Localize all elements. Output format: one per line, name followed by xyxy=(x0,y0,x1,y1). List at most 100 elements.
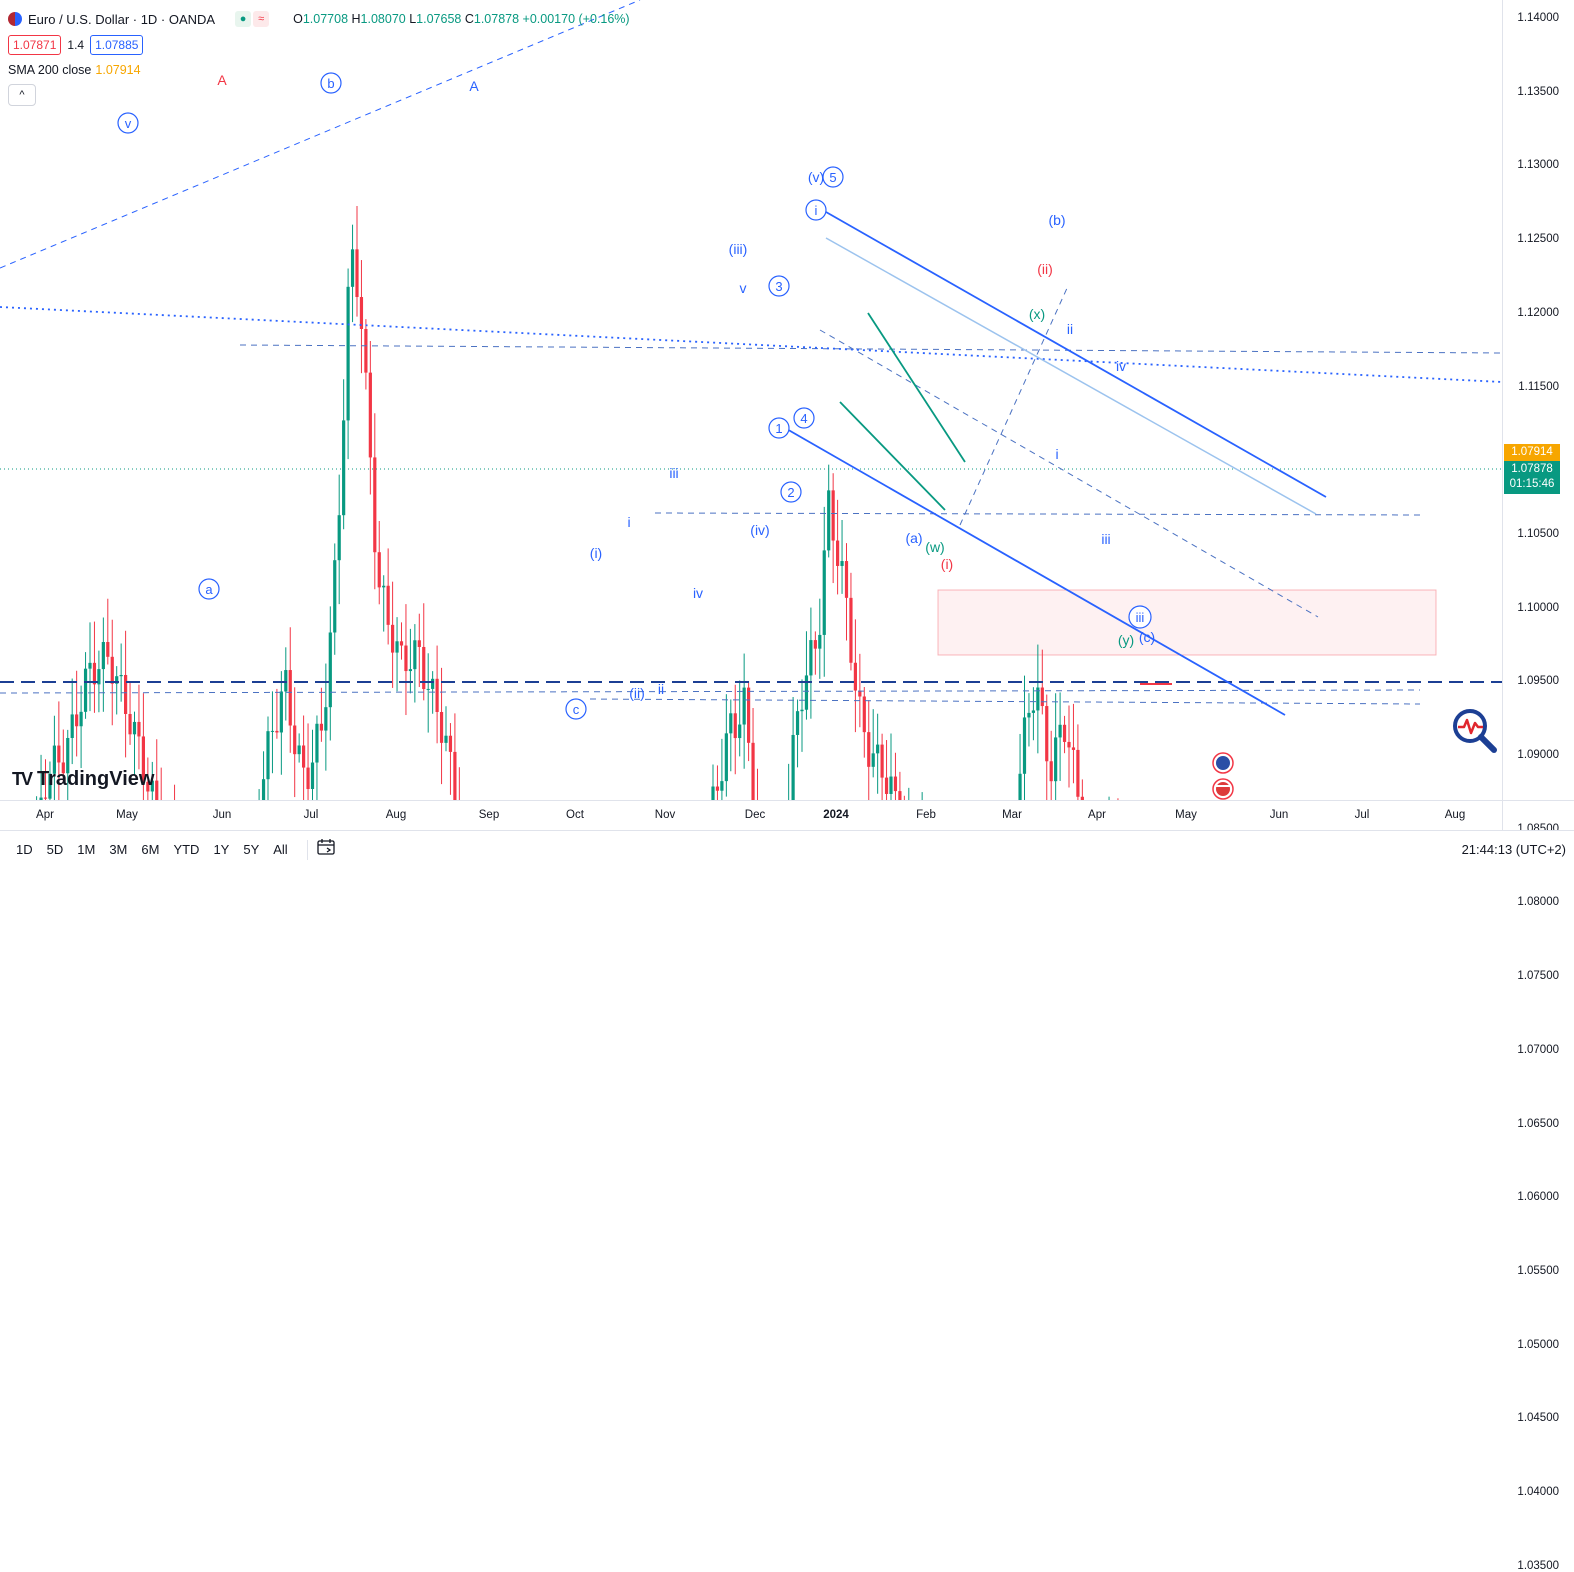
candle-body xyxy=(417,640,421,647)
candle-body xyxy=(800,709,804,712)
candle-body xyxy=(97,669,101,685)
candle-body xyxy=(359,297,364,329)
wave-label: 5 xyxy=(829,170,836,185)
wave-label: i xyxy=(627,514,630,530)
sell-price-button[interactable]: 1.07871 xyxy=(8,35,62,55)
price-tick-label: 1.12500 xyxy=(1517,233,1559,246)
candle-body xyxy=(52,745,56,774)
timeframe-1y[interactable]: 1Y xyxy=(213,842,230,857)
wave-label: a xyxy=(205,582,213,597)
candle-body xyxy=(1062,724,1067,742)
price-tick-label: 1.14000 xyxy=(1517,12,1559,24)
timeframe-1m[interactable]: 1M xyxy=(77,842,96,857)
candle-body xyxy=(395,641,399,653)
price-tick-label: 1.05000 xyxy=(1517,1338,1559,1351)
buy-price-button[interactable]: 1.07885 xyxy=(90,35,144,55)
candle-body xyxy=(1054,737,1058,782)
timeframe-3m[interactable]: 3M xyxy=(109,842,128,857)
timeframe-all[interactable]: All xyxy=(273,842,288,857)
channel-lower-line xyxy=(784,427,1286,716)
candle-body xyxy=(364,328,368,373)
candle-body xyxy=(101,642,105,670)
candle-body xyxy=(827,490,831,551)
symbol-title[interactable]: Euro / U.S. Dollar · 1D · OANDA xyxy=(28,11,216,27)
time-tick-label: Sep xyxy=(478,809,500,821)
price-tick-label: 1.09000 xyxy=(1517,749,1559,761)
candle-body xyxy=(355,249,359,298)
wave-label: 4 xyxy=(800,411,807,426)
candle-body xyxy=(293,725,297,755)
wave-label-circle xyxy=(320,72,342,94)
wave-label: i xyxy=(1055,446,1058,462)
time-tick-label: Jul xyxy=(303,809,319,821)
price-tick-label: 1.08000 xyxy=(1517,896,1559,909)
candle-body xyxy=(61,762,65,774)
time-tick-label: Oct xyxy=(566,809,584,821)
chart-legend: Euro / U.S. Dollar · 1D · OANDA ● ≈ O1.0… xyxy=(8,10,630,106)
wave-label: (ii) xyxy=(629,685,645,701)
candle-body xyxy=(324,707,328,731)
economic-events-icon[interactable] xyxy=(1210,752,1244,805)
logo-text: TradingView xyxy=(37,768,155,790)
resistance-line-dashed xyxy=(239,344,1502,354)
timeframe-ytd[interactable]: YTD xyxy=(173,842,200,857)
candle-body xyxy=(898,791,902,800)
wave-icon[interactable]: ≈ xyxy=(253,11,270,27)
wave-label-circle xyxy=(822,166,844,188)
candle-body xyxy=(39,797,43,800)
candle-body xyxy=(373,457,377,553)
candle-body xyxy=(818,634,822,649)
candle-body xyxy=(871,753,875,767)
wave-label: 2 xyxy=(787,485,794,500)
wave-label-circle xyxy=(565,698,587,720)
trendline-upper-dashed xyxy=(0,0,641,269)
wave-label: (i) xyxy=(590,545,602,561)
price-tick-label: 1.05500 xyxy=(1517,1264,1559,1277)
tradingview-logo[interactable]: TV TradingView xyxy=(12,768,154,791)
wave-label: b xyxy=(327,76,334,91)
support-line-dashed xyxy=(0,689,1421,694)
candlestick-series xyxy=(36,206,1119,800)
candle-body xyxy=(92,662,97,685)
candle-body xyxy=(1058,724,1062,738)
candle-body xyxy=(350,249,355,287)
candle-body xyxy=(1076,749,1080,797)
timeframe-5y[interactable]: 5Y xyxy=(243,842,260,857)
price-tick-label: 1.10000 xyxy=(1517,601,1559,614)
candle-body xyxy=(382,585,386,588)
collapse-legend-button[interactable]: ^ xyxy=(8,84,36,106)
wave-label: (w) xyxy=(925,539,944,555)
price-axis[interactable]: 1.14000 1.13500 1.13000 1.12500 1.12000 1.115… xyxy=(1502,0,1574,1572)
wave-label: v xyxy=(125,116,132,131)
candle-body xyxy=(404,645,408,672)
candle-body xyxy=(333,560,337,633)
wave-label: iii xyxy=(1136,610,1145,625)
indicator-legend[interactable]: SMA 200 close 1.07914 xyxy=(8,63,630,77)
clock-timezone[interactable]: 21:44:13 (UTC+2) xyxy=(1461,842,1566,857)
candle-body xyxy=(399,641,404,646)
trendline-dotted xyxy=(0,306,1502,383)
candle-body xyxy=(132,721,137,735)
go-to-date-icon[interactable] xyxy=(316,838,336,861)
candle-body xyxy=(342,420,346,516)
timeframe-1d[interactable]: 1D xyxy=(16,842,33,857)
channel-upper-line xyxy=(825,211,1327,498)
zoom-analysis-icon[interactable] xyxy=(1450,706,1502,763)
candle-body xyxy=(435,678,439,712)
timeframe-6m[interactable]: 6M xyxy=(141,842,160,857)
last-price-badge: 1.07878 01:15:46 xyxy=(1504,461,1560,494)
market-open-icon[interactable]: ● xyxy=(235,11,252,27)
price-tick-label: 1.13000 xyxy=(1517,159,1559,172)
time-axis[interactable]: Apr May Jun Jul Aug Sep Oct Nov Dec 2024 Feb Mar Apr… xyxy=(0,800,1502,831)
candle-body xyxy=(858,690,862,697)
candle-body xyxy=(284,670,288,692)
candle-body xyxy=(368,372,372,458)
candle-body xyxy=(270,730,275,732)
time-tick-label: May xyxy=(1175,809,1197,821)
time-tick-label: Jun xyxy=(212,809,232,821)
timeframe-5d[interactable]: 5D xyxy=(46,842,64,857)
candle-body xyxy=(408,669,412,672)
candle-body xyxy=(150,780,154,792)
